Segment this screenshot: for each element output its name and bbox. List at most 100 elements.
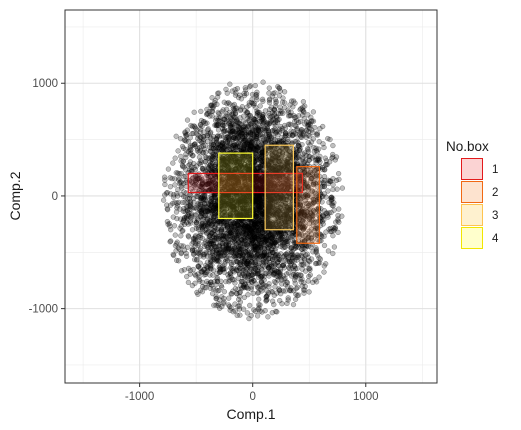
data-point <box>306 125 313 131</box>
data-point <box>204 223 210 229</box>
data-point <box>280 262 286 269</box>
data-point <box>224 184 231 191</box>
data-point <box>279 162 285 168</box>
data-point <box>199 123 205 130</box>
data-point <box>247 266 253 272</box>
data-point <box>209 240 215 247</box>
data-point <box>224 178 230 184</box>
data-point <box>231 253 237 259</box>
data-point <box>221 199 227 205</box>
data-point <box>215 288 221 294</box>
data-point <box>282 125 289 131</box>
data-point <box>243 222 249 228</box>
data-point <box>227 154 233 160</box>
data-point <box>274 214 281 220</box>
data-point <box>313 174 319 180</box>
data-point <box>237 265 243 271</box>
data-point <box>216 244 223 250</box>
data-point <box>314 130 321 136</box>
data-point <box>253 154 260 160</box>
data-point <box>228 219 234 226</box>
data-point <box>231 246 237 252</box>
data-point <box>285 208 292 214</box>
data-point <box>288 122 294 128</box>
data-point <box>229 131 235 137</box>
data-point <box>305 183 311 189</box>
data-point <box>212 174 219 180</box>
data-point <box>279 215 286 221</box>
data-point <box>272 159 279 166</box>
data-point <box>233 209 239 216</box>
data-point <box>220 265 227 272</box>
data-point <box>222 183 228 190</box>
data-point <box>224 118 230 124</box>
data-point <box>259 153 265 160</box>
data-point <box>199 181 205 187</box>
data-point <box>171 223 178 229</box>
data-point <box>225 167 231 173</box>
data-point <box>218 226 225 232</box>
data-point <box>287 287 293 293</box>
data-point <box>179 143 186 150</box>
data-point <box>201 195 207 201</box>
data-point <box>239 259 245 265</box>
data-point <box>284 280 291 286</box>
data-point <box>271 239 278 245</box>
data-point <box>261 252 268 258</box>
data-point <box>232 285 239 292</box>
data-point <box>215 127 222 133</box>
data-point <box>262 239 268 245</box>
data-point <box>235 222 241 229</box>
data-point <box>242 176 248 182</box>
data-point <box>304 167 310 173</box>
data-point <box>210 153 216 160</box>
data-point <box>236 228 242 235</box>
data-point <box>246 176 252 182</box>
data-point <box>297 211 303 217</box>
data-point <box>308 114 314 120</box>
data-point <box>220 220 227 226</box>
data-point <box>273 98 279 105</box>
data-point <box>267 195 273 202</box>
data-point <box>240 219 247 225</box>
data-point <box>253 206 259 212</box>
data-point <box>246 263 253 269</box>
data-point <box>167 184 174 190</box>
data-point <box>253 175 259 181</box>
data-point <box>311 189 318 195</box>
data-point <box>237 141 243 147</box>
data-point <box>290 268 297 274</box>
data-point <box>164 218 171 225</box>
data-point <box>285 270 292 276</box>
data-point <box>207 260 213 266</box>
data-point <box>259 186 265 192</box>
data-point <box>272 284 278 290</box>
data-point <box>196 160 202 166</box>
data-point <box>162 181 168 188</box>
data-point <box>211 214 217 220</box>
data-point <box>266 147 272 154</box>
data-point <box>196 144 202 151</box>
data-point <box>257 217 263 224</box>
data-point <box>301 245 307 252</box>
data-point <box>282 288 288 294</box>
data-point <box>226 295 232 301</box>
data-point <box>258 203 264 209</box>
data-point <box>253 281 259 287</box>
data-point <box>190 266 196 273</box>
data-point <box>201 241 208 247</box>
data-point <box>203 218 209 224</box>
data-point <box>278 167 284 173</box>
data-point <box>167 175 173 181</box>
data-point <box>170 200 176 206</box>
data-point <box>175 245 182 251</box>
data-point <box>218 236 224 242</box>
data-point <box>233 90 239 96</box>
data-point <box>268 231 274 237</box>
data-point <box>305 200 311 207</box>
data-point <box>226 202 232 208</box>
data-point <box>227 81 233 87</box>
data-point <box>191 123 197 129</box>
data-point <box>202 142 208 148</box>
data-point <box>234 194 241 200</box>
